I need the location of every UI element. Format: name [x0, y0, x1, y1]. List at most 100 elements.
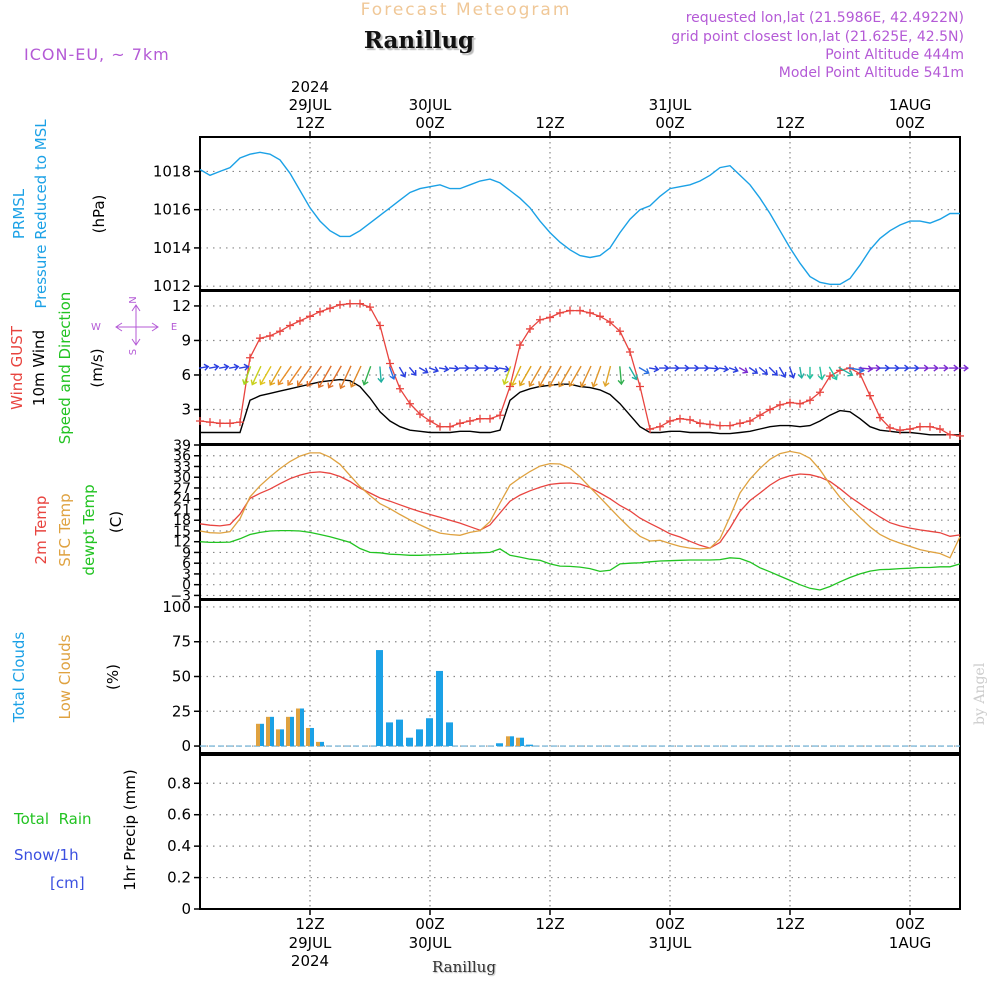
bottom-tick-hour: 12Z — [295, 915, 324, 933]
wind-arrow — [459, 364, 470, 372]
y-tick-label: 0.6 — [167, 806, 191, 824]
low-cloud-bar — [266, 716, 270, 747]
clouds-units: (%) — [104, 664, 122, 690]
location-title: Ranillug — [364, 27, 474, 54]
total-cloud-bar — [290, 716, 294, 747]
wind-arrow — [929, 364, 939, 372]
wind-arrow — [469, 364, 480, 372]
y-tick-label: 3 — [181, 400, 191, 418]
gust-marker — [426, 416, 434, 425]
gust-marker — [396, 384, 404, 393]
gust-marker — [876, 413, 884, 422]
gust-marker — [716, 421, 724, 430]
gust-marker — [366, 303, 374, 312]
wind-arrow — [418, 366, 429, 374]
wind-arrow — [788, 366, 796, 379]
y-tick-label: 1016 — [153, 201, 191, 219]
low-clouds-label: Low Clouds — [56, 634, 74, 719]
wind-compass-legend: N S W E — [91, 296, 177, 355]
gust-marker — [786, 398, 794, 407]
wind-arrow — [579, 365, 592, 388]
low-cloud-bar — [306, 727, 310, 747]
gust-marker — [856, 369, 864, 378]
top-tick-date: 30JUL — [409, 96, 452, 114]
credit-watermark: by Angel — [972, 662, 988, 725]
low-cloud-bar — [506, 736, 510, 747]
gust-marker — [746, 416, 754, 425]
total-cloud-bar — [426, 718, 433, 747]
bottom-tick-year: 2024 — [291, 952, 329, 970]
wind-arrow — [899, 364, 910, 372]
pressure-units: (hPa) — [90, 195, 108, 234]
bottom-tick-date: 1AUG — [889, 934, 931, 952]
total-cloud-bar — [270, 716, 274, 747]
wind-arrow — [689, 364, 700, 372]
wind-arrow — [287, 365, 302, 386]
grid-coords: grid point closest lon,lat (21.625E, 42.… — [671, 29, 964, 45]
wind-gust-markers — [196, 299, 964, 440]
total-cloud-bar — [406, 737, 413, 747]
gust-marker — [546, 313, 554, 322]
total-cloud-bar — [496, 743, 503, 747]
compass-ns-arrow — [131, 304, 141, 346]
panel-clouds: 0 25 50 75 100 — [162, 598, 961, 755]
wind-gust-line — [199, 303, 961, 437]
wind-arrow — [838, 366, 854, 377]
wind-arrow — [919, 364, 930, 372]
wind-arrow — [558, 365, 572, 388]
low-cloud-bar — [256, 723, 260, 747]
meteogram-subtitle: Forecast Meteogram — [361, 0, 572, 20]
y-tick-label: 0 — [182, 578, 191, 594]
gust-marker — [666, 416, 674, 425]
wind-units: (m/s) — [88, 348, 106, 387]
top-tick-date: 31JUL — [649, 96, 692, 114]
gust-marker — [776, 400, 784, 409]
wind-arrow — [361, 365, 372, 386]
wind-arrow — [959, 364, 969, 372]
snow-units-label: [cm] — [50, 874, 85, 892]
bottom-tick-hour: 12Z — [775, 915, 804, 933]
model-altitude: Model Point Altitude 541m — [779, 65, 964, 81]
y-tick-label: 100 — [162, 598, 191, 616]
gust-marker — [346, 299, 354, 308]
total-clouds-label: Total Clouds — [10, 632, 28, 724]
y-tick-label: 75 — [172, 633, 191, 651]
y-tick-label: 3 — [182, 567, 191, 583]
wind-speed-line — [200, 378, 960, 436]
wind-arrow — [709, 364, 720, 373]
wind-arrow — [797, 366, 805, 380]
wind-arrow — [259, 365, 272, 386]
wind-direction-arrows — [198, 363, 969, 390]
wind-arrow — [238, 363, 250, 371]
y-tick-label: 0.8 — [167, 774, 191, 792]
gust-marker — [436, 422, 444, 431]
y-tick-label: 0.4 — [167, 837, 191, 855]
gust-marker — [936, 425, 944, 434]
y-tick-label: 25 — [172, 702, 191, 720]
gust-marker — [276, 327, 284, 336]
gust-marker — [416, 410, 424, 419]
y-tick-label: 15 — [173, 524, 191, 540]
wind-arrow — [377, 366, 385, 384]
gust-marker — [606, 318, 614, 327]
y-tick-label: 30 — [173, 470, 191, 486]
wind-arrow — [617, 366, 625, 386]
gust-marker — [946, 430, 954, 439]
y-tick-label: 6 — [182, 556, 191, 572]
wind-arrow — [510, 365, 522, 387]
temp-2m-label: 2m Temp — [32, 496, 50, 565]
temp-units: (C) — [107, 511, 125, 533]
wind-arrow — [327, 365, 342, 389]
y-tick-label: 9 — [182, 545, 191, 561]
wind-arrow — [748, 366, 759, 374]
y-tick-label: 33 — [173, 459, 191, 475]
panel-pressure: 1012 1014 1016 1018 — [153, 136, 961, 295]
gust-marker — [386, 359, 394, 368]
total-cloud-bar — [280, 729, 284, 747]
wind-speed-direction-label: Speed and Direction — [56, 292, 74, 445]
wind-arrow — [479, 364, 490, 372]
wind-arrow — [306, 365, 322, 387]
y-tick-label: 1014 — [153, 239, 191, 257]
